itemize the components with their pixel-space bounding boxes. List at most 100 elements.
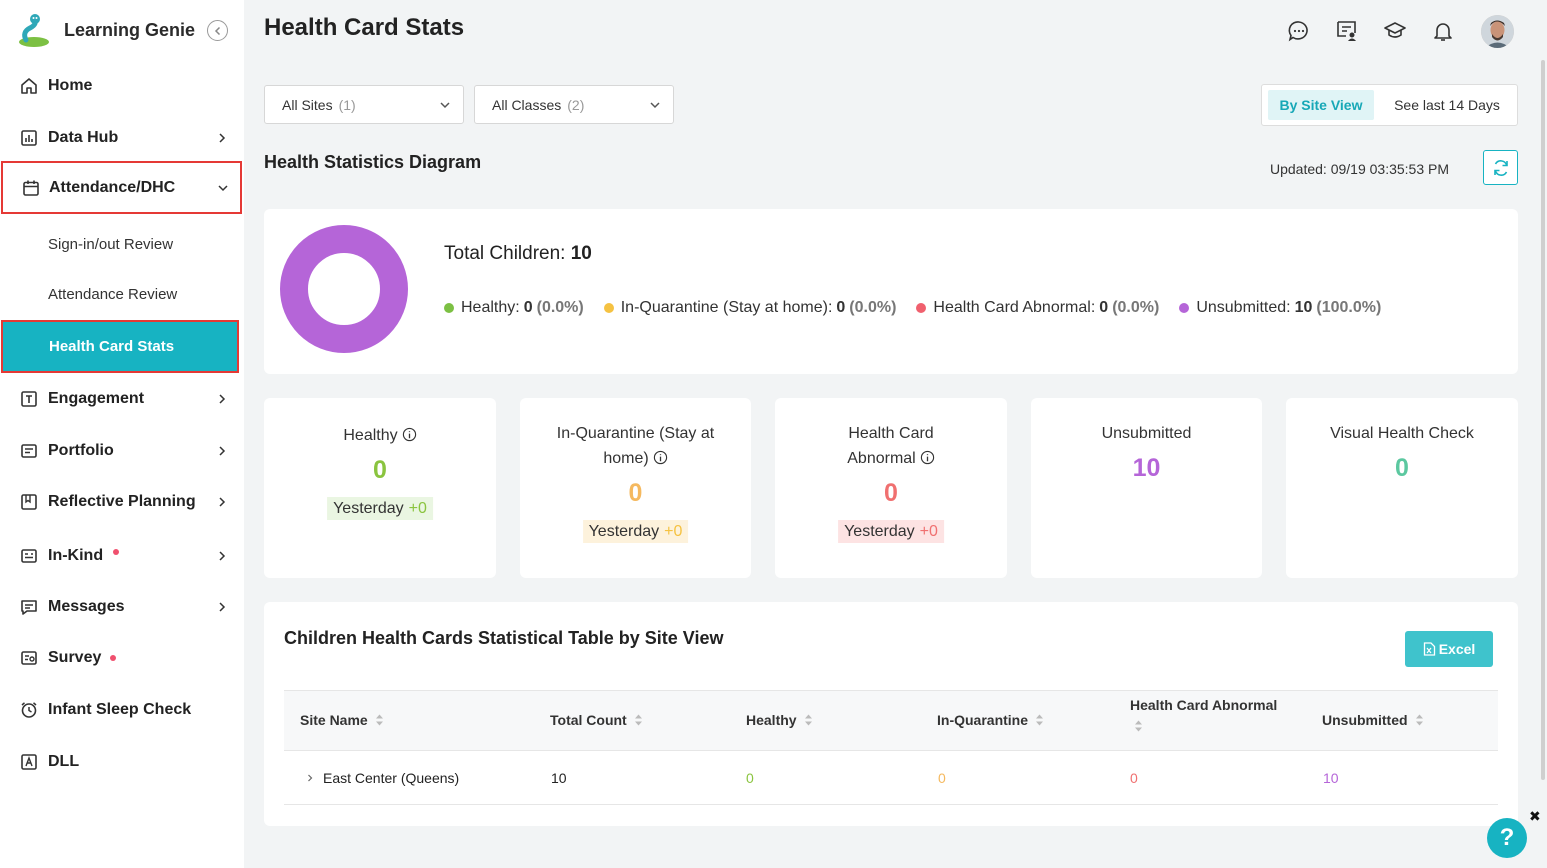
chevron-down-icon: [650, 102, 660, 109]
clock-icon: [21, 702, 37, 718]
refresh-button[interactable]: [1483, 150, 1518, 185]
classes-select[interactable]: All Classes (2): [474, 85, 674, 124]
sidebar-subitem-attendance-review[interactable]: Attendance Review: [0, 271, 244, 317]
site-table-card: Children Health Cards Statistical Table …: [264, 602, 1518, 826]
stat-value: 0: [628, 479, 643, 507]
sidebar-item-home[interactable]: Home: [0, 61, 244, 111]
legend-pct: (0.0%): [536, 299, 584, 316]
stat-value: 10: [1132, 454, 1161, 482]
classes-select-count: (2): [567, 96, 585, 113]
sort-icon[interactable]: [1134, 720, 1143, 732]
see-last-14-days-button[interactable]: See last 14 Days: [1394, 97, 1500, 113]
column-header-health-card-abnormal[interactable]: Health Card Abnormal: [1130, 697, 1277, 732]
notification-dot: [110, 655, 116, 661]
legend-item-unsubmitted: Unsubmitted: 10 (100.0%): [1179, 299, 1381, 317]
sites-select-count: (1): [338, 96, 356, 113]
diagram-legend: Healthy: 0 (0.0%) In-Quarantine (Stay at…: [444, 299, 1401, 317]
in-kind-icon: [21, 549, 37, 563]
stat-title-text: Healthy: [343, 427, 398, 444]
yesterday-label: Yesterday: [333, 499, 404, 517]
legend-label: Unsubmitted:: [1196, 299, 1291, 316]
yesterday-label: Yesterday: [844, 522, 915, 540]
sidebar-item-label: Reflective Planning: [48, 493, 196, 510]
sidebar-item-dll[interactable]: DLL: [0, 737, 244, 787]
excel-file-icon: [1423, 642, 1435, 656]
brand[interactable]: Learning Genie: [16, 12, 195, 48]
column-header-in-quarantine[interactable]: In-Quarantine: [937, 712, 1044, 728]
table-title: Children Health Cards Statistical Table …: [284, 628, 724, 648]
legend-pct: (0.0%): [849, 299, 897, 316]
sidebar-item-messages[interactable]: Messages: [0, 582, 244, 632]
collapse-sidebar-button[interactable]: [207, 20, 228, 41]
chevron-down-icon: [440, 102, 450, 109]
refresh-icon: [1493, 159, 1508, 176]
sidebar-item-in-kind[interactable]: In-Kind: [0, 531, 244, 581]
sidebar-item-reflective-planning[interactable]: Reflective Planning: [0, 477, 244, 527]
expand-row-chevron-icon[interactable]: [306, 773, 314, 783]
column-header-unsubmitted[interactable]: Unsubmitted: [1322, 712, 1424, 728]
column-header-total-count[interactable]: Total Count: [550, 712, 643, 728]
stat-title: Healthy: [264, 423, 496, 448]
sidebar-subitem-sign-in-out-review[interactable]: Sign-in/out Review: [0, 221, 244, 267]
column-header-site-name[interactable]: Site Name: [300, 712, 384, 728]
diagram-title: Health Statistics Diagram: [264, 152, 482, 172]
stat-title-line1: Health Card: [848, 425, 934, 442]
sidebar-subitem-health-card-stats[interactable]: Health Card Stats: [1, 320, 239, 373]
bell-icon[interactable]: [1431, 19, 1455, 43]
chat-icon[interactable]: [1287, 19, 1311, 43]
cell-in-quarantine: 0: [938, 770, 946, 786]
stat-yesterday: Yesterday +0: [327, 497, 433, 520]
message-icon: [21, 600, 37, 615]
engagement-icon: [21, 391, 37, 407]
sort-icon[interactable]: [1035, 714, 1044, 726]
chevron-right-icon: [219, 497, 226, 507]
help-button[interactable]: ?: [1487, 818, 1527, 858]
sidebar-item-data-hub[interactable]: Data Hub: [0, 113, 244, 163]
excel-label: Excel: [1438, 641, 1476, 657]
info-icon[interactable]: [920, 450, 935, 465]
survey-icon: [21, 651, 37, 665]
close-help-button[interactable]: ✖: [1529, 808, 1541, 824]
stat-title: Visual Health Check: [1330, 425, 1474, 442]
sidebar-item-portfolio[interactable]: Portfolio: [0, 426, 244, 476]
sort-icon[interactable]: [804, 714, 813, 726]
excel-export-button[interactable]: Excel: [1405, 631, 1493, 667]
home-icon: [21, 78, 37, 94]
chevron-down-icon: [218, 184, 228, 191]
portfolio-icon: [21, 444, 37, 458]
sort-icon[interactable]: [1415, 714, 1424, 726]
classes-select-label: All Classes: [492, 96, 562, 113]
stat-title-text: Abnormal: [847, 450, 916, 467]
sidebar-item-label: Home: [48, 77, 93, 94]
info-icon[interactable]: [653, 450, 668, 465]
avatar[interactable]: [1481, 15, 1514, 48]
legend-label: In-Quarantine (Stay at home):: [620, 299, 833, 316]
sidebar-item-engagement[interactable]: Engagement: [0, 374, 244, 424]
graduation-cap-icon[interactable]: [1383, 19, 1407, 43]
cell-site-name: East Center (Queens): [323, 770, 460, 786]
stat-card-healthy: Healthy 0 Yesterday +0: [264, 398, 496, 578]
sidebar: Learning Genie Home Data Hub Attendance/…: [0, 0, 244, 868]
app-name: Learning Genie: [64, 19, 196, 40]
table-row[interactable]: East Center (Queens) 10 0 0 0 10: [284, 751, 1498, 805]
sort-icon[interactable]: [634, 714, 643, 726]
sidebar-item-label: Portfolio: [48, 442, 114, 459]
sidebar-item-attendance-dhc[interactable]: Attendance/DHC: [1, 161, 242, 214]
by-site-view-button[interactable]: By Site View: [1268, 90, 1374, 120]
sites-select[interactable]: All Sites (1): [264, 85, 464, 124]
info-icon[interactable]: [402, 427, 417, 442]
sidebar-item-survey[interactable]: Survey: [0, 633, 244, 683]
donut-slice-unsubmitted: [280, 225, 408, 353]
cell-health-card-abnormal: 0: [1130, 770, 1138, 786]
chevron-right-icon: [219, 551, 226, 561]
column-label: Unsubmitted: [1322, 712, 1408, 728]
stat-value: 0: [884, 479, 898, 507]
sort-icon[interactable]: [375, 714, 384, 726]
page-scrollbar[interactable]: [1541, 60, 1545, 780]
sidebar-item-infant-sleep-check[interactable]: Infant Sleep Check: [0, 685, 244, 735]
total-children-label: Total Children:: [444, 243, 566, 264]
board-user-icon[interactable]: [1335, 19, 1359, 43]
column-header-healthy[interactable]: Healthy: [746, 712, 813, 728]
stat-title: Abnormal: [775, 446, 1007, 471]
chevron-right-icon: [219, 394, 226, 404]
